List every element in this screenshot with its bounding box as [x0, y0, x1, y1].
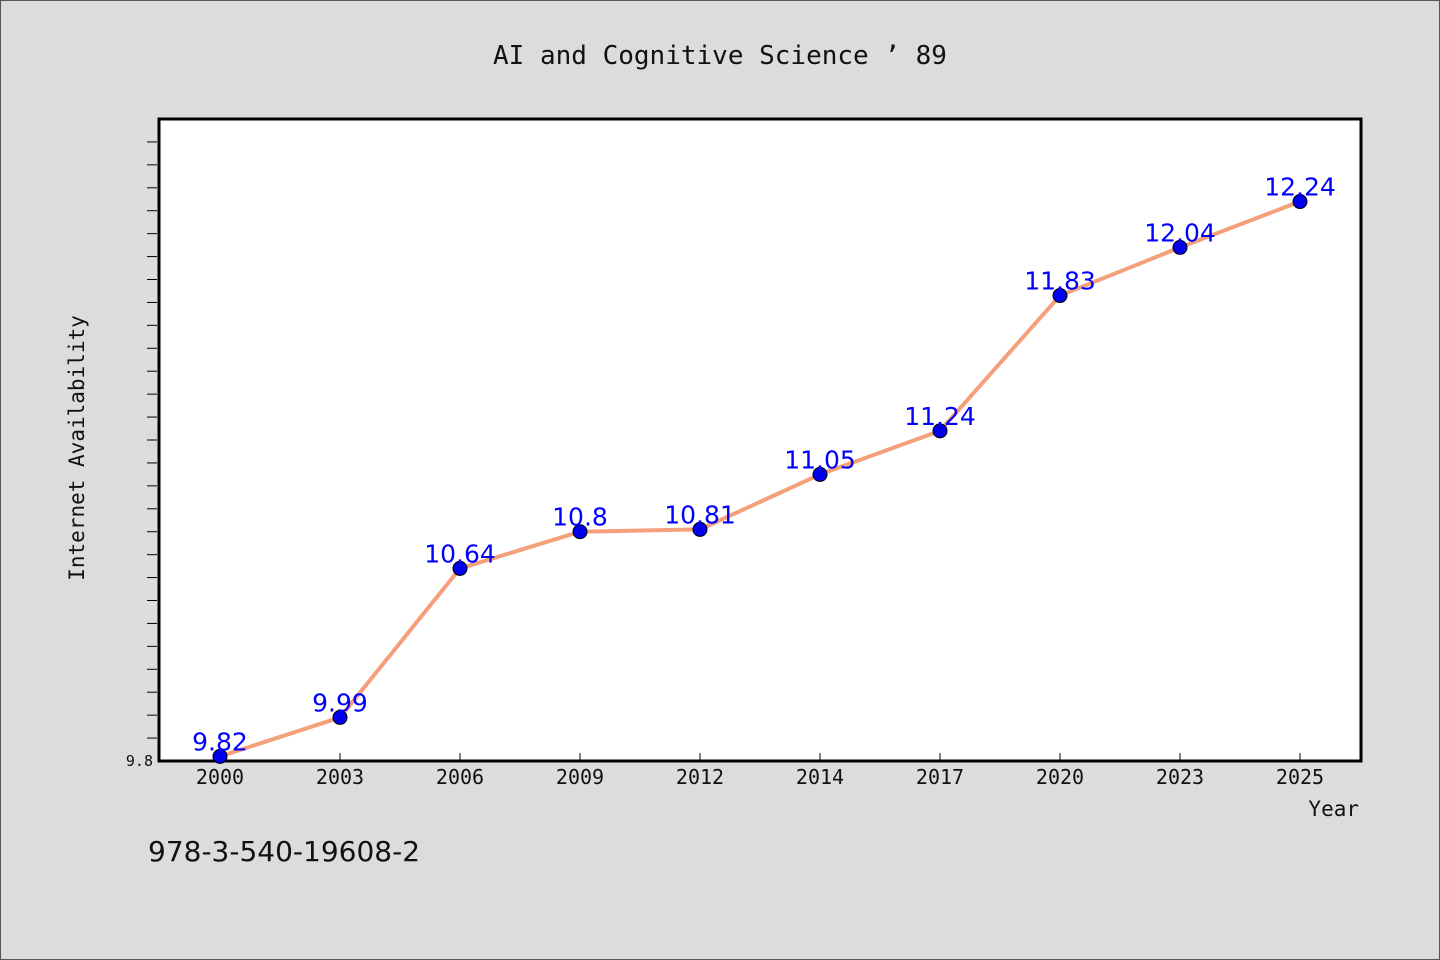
y-axis-title: Internet Availability: [65, 315, 89, 581]
x-tick-label: 2006: [436, 765, 484, 789]
y-axis-ticks: 9.8: [126, 141, 157, 770]
x-tick-label: 2012: [676, 765, 724, 789]
x-tick-label: 2009: [556, 765, 604, 789]
data-labels-layer: 9.82 9.99 10.64 10.8 10.81 11.05 11.24 11.83 12.…: [192, 173, 1336, 757]
data-point: [1052, 288, 1068, 304]
plot-area: [157, 117, 1363, 763]
series-layer: [212, 194, 1308, 764]
chart-title: AI and Cognitive Science ’ 89: [493, 41, 947, 71]
x-tick-label: 2025: [1276, 765, 1324, 789]
data-label: 9.82: [192, 727, 248, 756]
data-point: [572, 524, 588, 540]
data-label: 10.8: [552, 503, 608, 532]
series-line: [219, 199, 1301, 759]
data-label: 12.24: [1264, 173, 1336, 202]
data-label: 11.83: [1024, 267, 1096, 296]
data-label: 9.99: [312, 688, 368, 717]
data-point: [452, 560, 468, 576]
data-label: 10.81: [664, 500, 736, 529]
data-point: [812, 466, 828, 482]
data-point: [332, 709, 348, 725]
data-point: [692, 521, 708, 537]
data-point: [1172, 239, 1188, 255]
x-tick-label: 2023: [1156, 765, 1204, 789]
data-label: 10.64: [424, 539, 496, 568]
data-point: [1292, 194, 1308, 210]
data-label: 11.24: [904, 402, 976, 431]
x-axis-title: Year: [1308, 797, 1359, 821]
data-point: [212, 748, 228, 764]
data-point: [932, 423, 948, 439]
x-axis-ticks: 2000 2003 2006 2009 2012 2014 2017 2020 2023 2025: [196, 753, 1324, 789]
x-tick-label: 2014: [796, 765, 844, 789]
x-tick-label: 2003: [316, 765, 364, 789]
isbn-text: 978-3-540-19608-2: [148, 835, 421, 868]
x-tick-label: 2000: [196, 765, 244, 789]
data-label: 11.05: [784, 445, 856, 474]
x-tick-label: 2020: [1036, 765, 1084, 789]
y-tick-label: 9.8: [126, 752, 153, 770]
x-tick-label: 2017: [916, 765, 964, 789]
data-label: 12.04: [1144, 218, 1216, 247]
